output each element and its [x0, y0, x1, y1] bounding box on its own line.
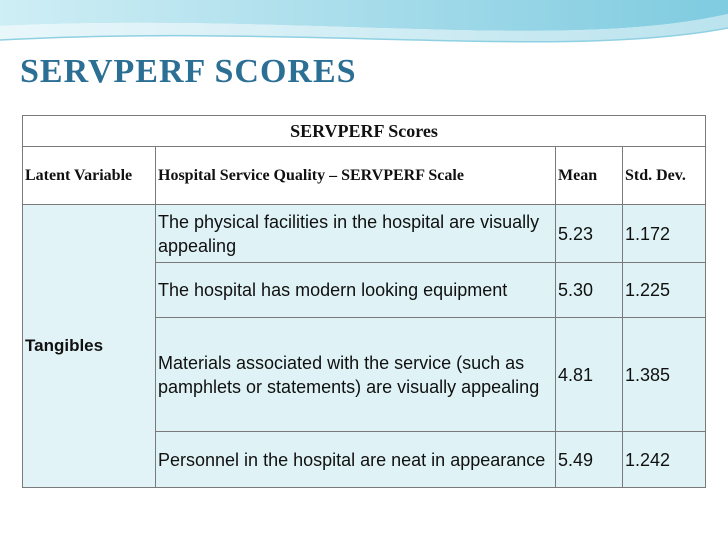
servperf-scores-table: SERVPERF Scores Latent Variable Hospital…: [22, 115, 706, 488]
scale-item-cell: The physical facilities in the hospital …: [155, 204, 556, 263]
latent-variable-cell: Tangibles: [22, 204, 156, 488]
table-row: Materials associated with the service (s…: [23, 317, 706, 432]
header-wave-decoration: [0, 0, 728, 43]
scale-item-cell: Materials associated with the service (s…: [155, 317, 556, 432]
std-dev-cell: 1.172: [622, 204, 706, 263]
table-caption-row: SERVPERF Scores: [22, 115, 706, 147]
header-latent-variable: Latent Variable: [22, 146, 156, 205]
mean-cell: 5.30: [555, 262, 623, 318]
mean-cell: 4.81: [555, 317, 623, 432]
table-row: The hospital has modern looking equipmen…: [23, 262, 706, 318]
table-row: Tangibles The physical facilities in the…: [22, 204, 706, 488]
scale-item-cell: Personnel in the hospital are neat in ap…: [155, 431, 556, 488]
scale-item-cell: The hospital has modern looking equipmen…: [155, 262, 556, 318]
table-header-row: Latent Variable Hospital Service Quality…: [22, 146, 706, 205]
std-dev-cell: 1.385: [622, 317, 706, 432]
header-scale-item: Hospital Service Quality – SERVPERF Scal…: [155, 146, 556, 205]
slide-title: SERVPERF SCORES: [20, 53, 357, 90]
std-dev-cell: 1.225: [622, 262, 706, 318]
header-mean: Mean: [555, 146, 623, 205]
table-caption: SERVPERF Scores: [22, 115, 706, 147]
std-dev-cell: 1.242: [622, 431, 706, 488]
table-row: Personnel in the hospital are neat in ap…: [23, 431, 706, 488]
header-std-dev: Std. Dev.: [622, 146, 706, 205]
mean-cell: 5.23: [555, 204, 623, 263]
mean-cell: 5.49: [555, 431, 623, 488]
